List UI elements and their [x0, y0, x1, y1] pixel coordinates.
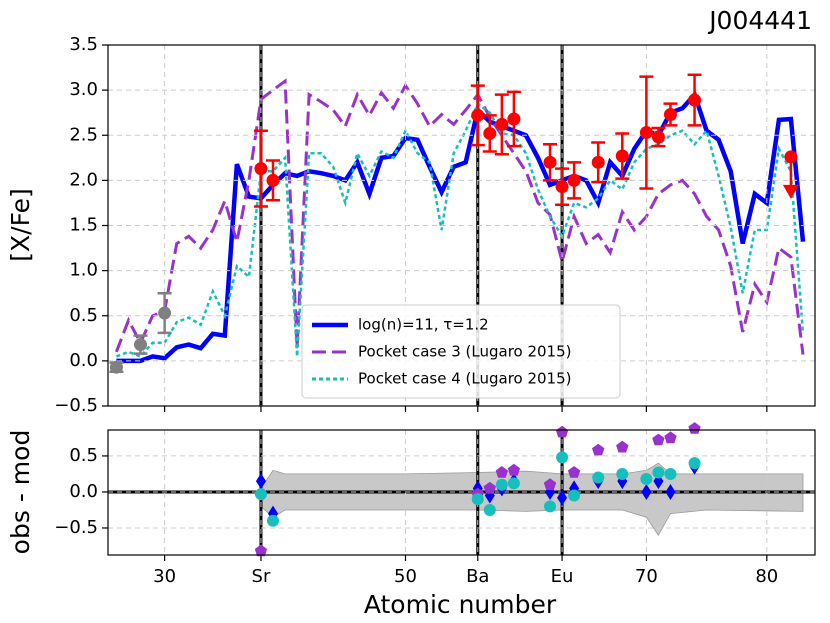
upper-limit-head [782, 184, 799, 199]
legend-label: Pocket case 3 (Lugaro 2015) [358, 343, 572, 361]
marker [483, 481, 496, 494]
data-point [615, 149, 629, 163]
data-point [158, 306, 172, 320]
y-axis-label: obs - mod [6, 430, 35, 555]
marker [555, 425, 569, 438]
marker [688, 457, 701, 470]
data-point [639, 126, 653, 140]
x-tick-label: 30 [153, 566, 176, 587]
marker [254, 544, 268, 557]
y-tick-label: 0.5 [69, 445, 98, 466]
legend-label: Pocket case 4 (Lugaro 2015) [358, 370, 572, 388]
series-line [115, 101, 805, 358]
x-tick-label: Ba [466, 566, 489, 587]
marker [592, 471, 605, 484]
data-point [254, 162, 268, 176]
plot-area [108, 430, 815, 555]
marker [665, 483, 676, 500]
data-point [483, 126, 497, 140]
marker [507, 463, 521, 476]
marker [592, 443, 605, 456]
chart-title: J004441 [707, 6, 812, 35]
x-tick-label: 80 [755, 566, 778, 587]
marker [495, 466, 508, 478]
y-tick-label: 1.0 [69, 260, 98, 281]
marker [567, 466, 581, 478]
uncertainty-band [260, 462, 804, 536]
data-point [555, 180, 569, 194]
data-point [495, 117, 509, 131]
plot-frame [107, 44, 816, 407]
y-tick-label: 0.5 [69, 305, 98, 326]
data-point [591, 155, 605, 169]
data-point [688, 93, 702, 107]
data-point [663, 107, 677, 121]
x-tick-label: Eu [551, 566, 574, 587]
marker [652, 466, 665, 479]
marker [616, 467, 629, 480]
data-point [266, 173, 280, 187]
data-point [134, 338, 148, 352]
marker [652, 433, 665, 446]
marker [507, 477, 520, 490]
x-axis-label: Atomic number [364, 590, 557, 619]
y-tick-label: −0.5 [54, 395, 98, 416]
data-point [507, 112, 521, 126]
data-point [651, 130, 665, 144]
y-tick-label: −0.5 [54, 517, 98, 538]
y-tick-label: 2.0 [69, 169, 98, 190]
marker [255, 473, 266, 490]
data-point [471, 108, 485, 122]
data-point [109, 360, 123, 374]
legend-label: log(n)=11, τ=1.2 [358, 316, 489, 334]
marker [544, 500, 557, 513]
y-tick-label: 2.5 [69, 124, 98, 145]
series-line [114, 78, 805, 355]
marker [688, 422, 701, 434]
marker [483, 503, 496, 516]
y-tick-label: 3.0 [69, 79, 98, 100]
marker [471, 493, 484, 506]
data-point [567, 173, 581, 187]
marker [664, 431, 677, 444]
marker [557, 489, 568, 506]
legend-box [301, 304, 621, 399]
y-tick-label: 0.0 [69, 481, 98, 502]
y-tick-label: 0.0 [69, 350, 98, 371]
marker [641, 483, 652, 500]
marker [568, 489, 581, 502]
marker [254, 488, 267, 501]
y-tick-label: 3.5 [69, 34, 98, 55]
marker [267, 514, 280, 527]
marker [664, 467, 677, 480]
x-tick-label: 50 [394, 566, 417, 587]
marker [640, 472, 653, 485]
x-tick-label: Sr [252, 566, 271, 587]
data-point [784, 150, 798, 164]
marker [495, 478, 508, 491]
x-tick-label: 70 [635, 566, 658, 587]
marker [616, 440, 629, 453]
data-point [543, 155, 557, 169]
marker [543, 478, 557, 490]
marker [556, 451, 569, 464]
y-axis-label: [X/Fe] [6, 188, 35, 261]
plot-frame [107, 429, 816, 556]
y-tick-label: 1.5 [69, 215, 98, 236]
